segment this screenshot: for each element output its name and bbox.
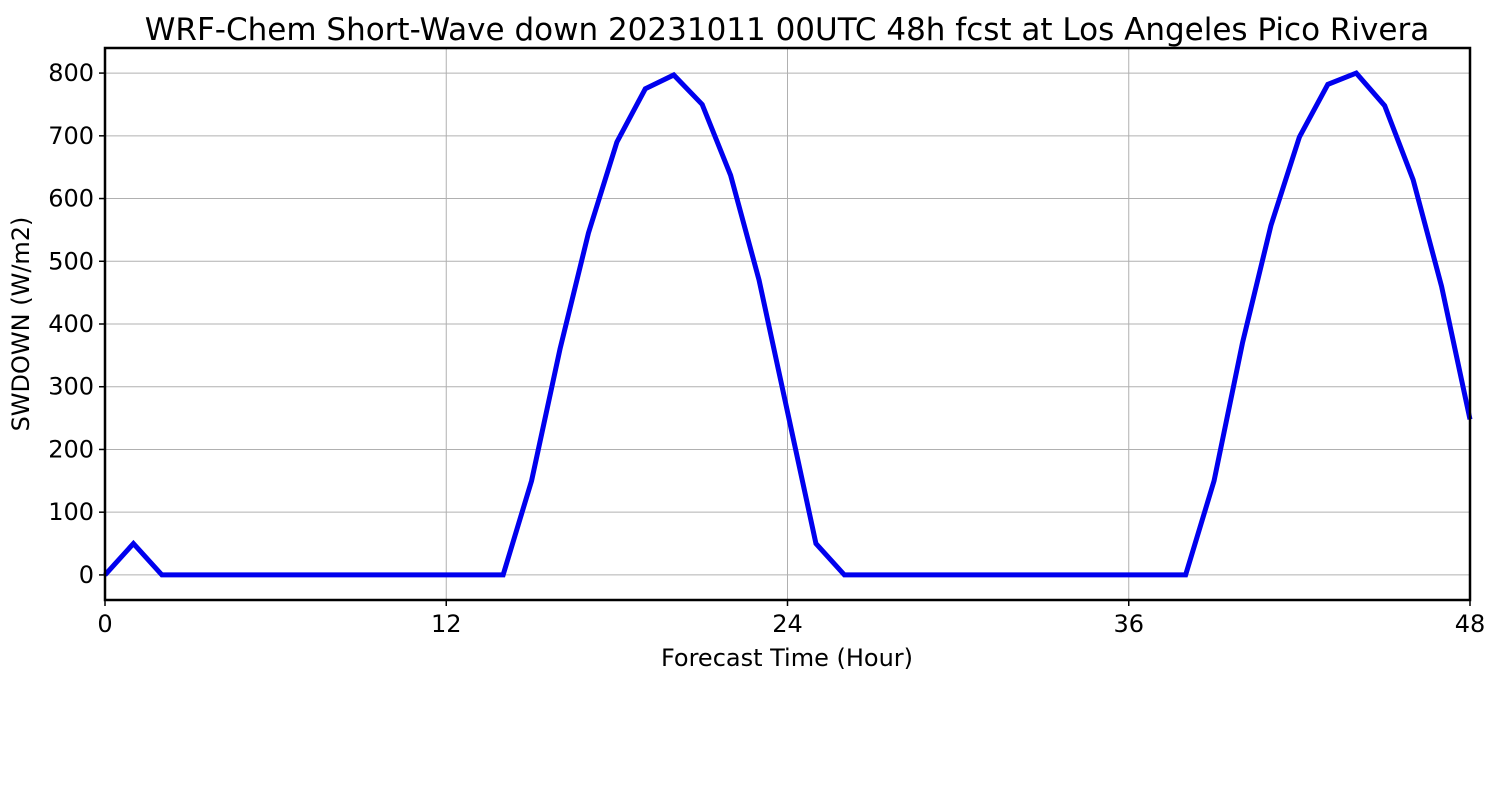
ticks: 0 12 24 36 48 0 100 200 300 400 500 600 700 800 — [48, 59, 1485, 638]
y-tick-label: 0 — [79, 561, 94, 589]
x-axis-label: Forecast Time (Hour) — [661, 644, 913, 672]
series-layer — [103, 70, 1473, 578]
grid — [104, 48, 1471, 600]
y-tick-label: 800 — [48, 59, 94, 87]
chart-title: WRF-Chem Short-Wave down 20231011 00UTC … — [145, 12, 1429, 48]
y-tick-label: 400 — [48, 310, 94, 338]
y-axis-label: SWDOWN (W/m2) — [7, 217, 35, 432]
x-tick-label: 36 — [1113, 610, 1144, 638]
x-tick-label: 24 — [772, 610, 803, 638]
swdown-series-line — [103, 70, 1473, 578]
y-tick-label: 200 — [48, 435, 94, 463]
y-tick-label: 700 — [48, 122, 94, 150]
y-tick-label: 600 — [48, 185, 94, 213]
y-tick-label: 100 — [48, 498, 94, 526]
y-tick-label: 500 — [48, 247, 94, 275]
x-tick-label: 0 — [97, 610, 112, 638]
x-tick-label: 12 — [431, 610, 462, 638]
x-tick-label: 48 — [1455, 610, 1486, 638]
y-tick-label: 300 — [48, 373, 94, 401]
